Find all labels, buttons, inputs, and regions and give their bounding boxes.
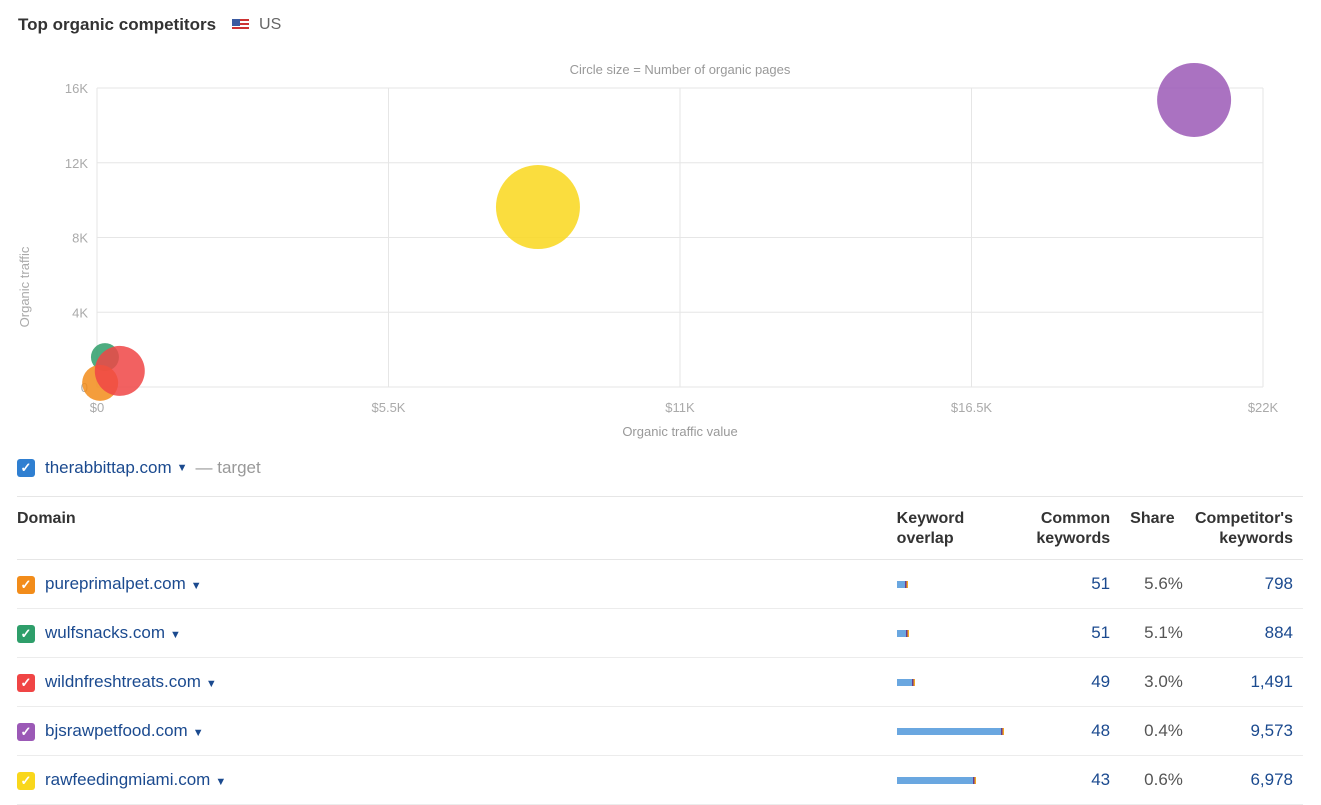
bubble-wildnfreshtreats-com[interactable]	[94, 345, 145, 396]
keyword-overlap-bar	[896, 630, 910, 638]
table-row: ✓ pureprimalpet.com ▼ 51 5.6% 798	[17, 559, 1303, 609]
common-keywords[interactable]: 49	[1000, 657, 1121, 707]
x-tick-label: $22K	[1248, 400, 1279, 415]
common-keywords[interactable]: 48	[1000, 706, 1121, 756]
x-tick-label: $0	[90, 400, 104, 415]
domain-checkbox[interactable]: ✓	[17, 723, 35, 741]
competitor-keywords[interactable]: 884	[1194, 608, 1303, 658]
domain-cell: ✓ wulfsnacks.com ▼	[17, 608, 897, 658]
domain-checkbox[interactable]: ✓	[17, 625, 35, 643]
domain-link[interactable]: bjsrawpetfood.com	[45, 721, 188, 740]
chart-subtitle: Circle size = Number of organic pages	[570, 62, 791, 77]
common-keywords[interactable]: 51	[1000, 559, 1121, 609]
overlap-cell	[896, 706, 1004, 756]
domain-link[interactable]: wulfsnacks.com	[45, 623, 165, 642]
common-keywords[interactable]: 51	[1000, 608, 1121, 658]
table-row: ✓ wulfsnacks.com ▼ 51 5.1% 884	[17, 608, 1303, 658]
target-label: — target	[195, 458, 261, 477]
caret-down-icon[interactable]: ▼	[190, 580, 202, 592]
y-tick-label: 16K	[65, 81, 88, 96]
domain-cell: ✓ pureprimalpet.com ▼	[17, 559, 897, 609]
overlap-cell	[896, 755, 1001, 805]
keyword-overlap-bar	[896, 728, 1004, 736]
y-axis-label: Organic traffic	[17, 246, 32, 327]
domain-cell: ✓ wildnfreshtreats.com ▼	[17, 657, 897, 707]
header-keyword-overlap[interactable]: Keyword overlap	[896, 496, 1001, 560]
us-flag-icon	[232, 19, 250, 31]
y-tick-label: 12K	[65, 156, 88, 171]
common-keywords[interactable]: 43	[1000, 755, 1121, 805]
domain-checkbox[interactable]: ✓	[17, 576, 35, 594]
domain-checkbox[interactable]: ✓	[17, 674, 35, 692]
domain-cell: ✓ rawfeedingmiami.com ▼	[17, 755, 897, 805]
overlap-cell	[896, 657, 1001, 707]
competitor-keywords[interactable]: 1,491	[1194, 657, 1303, 707]
share: 5.6%	[1120, 559, 1195, 609]
caret-down-icon[interactable]: ▼	[205, 678, 217, 690]
target-domain: ✓ therabbittap.com ▼ — target	[17, 458, 261, 478]
domain-checkbox[interactable]: ✓	[17, 772, 35, 790]
competitor-keywords[interactable]: 798	[1194, 559, 1303, 609]
target-checkbox[interactable]: ✓	[17, 459, 35, 477]
caret-down-icon[interactable]: ▼	[176, 462, 188, 474]
overlap-cell	[896, 608, 1001, 658]
caret-down-icon[interactable]: ▼	[215, 776, 227, 788]
table-row: ✓ rawfeedingmiami.com ▼ 43 0.6% 6,978	[17, 755, 1303, 805]
table-row: ✓ bjsrawpetfood.com ▼ 48 0.4% 9,573	[17, 706, 1303, 756]
caret-down-icon[interactable]: ▼	[192, 727, 204, 739]
competitor-keywords[interactable]: 9,573	[1194, 706, 1303, 756]
keyword-overlap-bar	[896, 581, 908, 589]
header-common-keywords[interactable]: Common keywords	[1000, 496, 1121, 560]
share: 0.6%	[1120, 755, 1195, 805]
x-axis-label: Organic traffic value	[622, 424, 737, 439]
share: 5.1%	[1120, 608, 1195, 658]
y-tick-label: 4K	[72, 305, 88, 320]
domain-link[interactable]: pureprimalpet.com	[45, 574, 186, 593]
competitor-keywords[interactable]: 6,978	[1194, 755, 1303, 805]
y-tick-label: 8K	[72, 231, 88, 246]
target-domain-link[interactable]: therabbittap.com	[45, 458, 172, 477]
x-tick-label: $5.5K	[372, 400, 406, 415]
share: 0.4%	[1120, 706, 1195, 756]
caret-down-icon[interactable]: ▼	[169, 629, 181, 641]
keyword-overlap-bar	[896, 679, 916, 687]
domain-link[interactable]: wildnfreshtreats.com	[45, 672, 201, 691]
table-row: ✓ wildnfreshtreats.com ▼ 49 3.0% 1,491	[17, 657, 1303, 707]
bubble-bjsrawpetfood-com[interactable]	[1157, 62, 1232, 137]
bubble-rawfeedingmiami-com[interactable]	[495, 165, 580, 250]
header-domain[interactable]: Domain	[17, 496, 897, 560]
domain-cell: ✓ bjsrawpetfood.com ▼	[17, 706, 897, 756]
title-text: Top organic competitors	[18, 15, 217, 34]
share: 3.0%	[1120, 657, 1195, 707]
bubble-chart: Circle size = Number of organic pages Or…	[17, 62, 1279, 439]
domain-link[interactable]: rawfeedingmiami.com	[45, 770, 211, 789]
overlap-cell	[896, 559, 1001, 609]
competitors-table: Domain Keyword overlap Common keywords S…	[17, 496, 1303, 805]
header-share[interactable]: Share	[1120, 496, 1195, 560]
country-label: US	[259, 16, 282, 33]
x-tick-label: $11K	[665, 400, 695, 415]
keyword-overlap-bar	[896, 777, 976, 785]
x-tick-label: $16.5K	[951, 400, 993, 415]
page-title: Top organic competitors US	[18, 15, 281, 35]
header-competitor-keywords[interactable]: Competitor's keywords	[1194, 496, 1303, 560]
